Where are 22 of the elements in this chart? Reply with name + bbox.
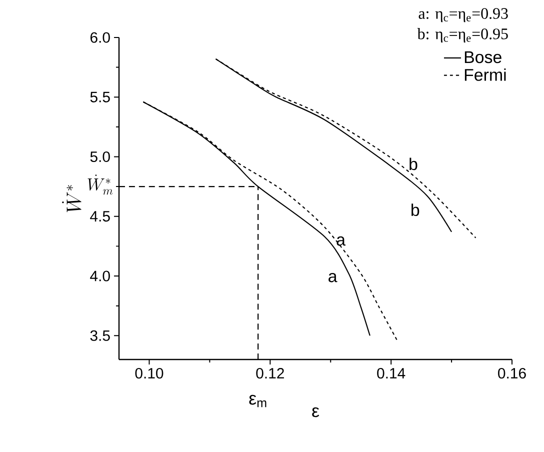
x-tick-label: 0.12	[256, 368, 284, 379]
annotation: a	[328, 272, 338, 282]
annotation: b	[410, 158, 418, 170]
text: a: η$_{c}$=η$_{e}$=0.93	[418, 8, 508, 22]
annotation: b: η$_{c}$=η$_{e}$=0.95	[417, 28, 508, 43]
annotation: a	[336, 236, 346, 246]
y-tick-label: 4.0	[90, 270, 110, 282]
y-tick-label: 6.0	[90, 32, 110, 43]
y-tick-label: 4.5	[90, 211, 110, 222]
y-tick-label: 5.0	[90, 151, 110, 162]
ref-line-label: $\dot{W}^{*}_{m}$	[88, 174, 113, 195]
x-tick-label: 0.10	[135, 368, 164, 379]
y-tick-label: 5.5	[90, 92, 110, 102]
annotation: b	[412, 204, 420, 216]
y-tick-label: 3.5	[90, 330, 110, 341]
ref-line-label: ε$_{m}$	[249, 394, 266, 408]
legend-label: Bose	[464, 51, 502, 64]
y-axis-title: $\dot{W}^{*}$	[62, 185, 82, 212]
x-tick-label: 0.16	[498, 368, 526, 379]
x-axis-title: ε	[312, 407, 320, 418]
x-tick-label: 0.14	[377, 368, 406, 379]
legend-label: Fermi	[464, 68, 506, 81]
